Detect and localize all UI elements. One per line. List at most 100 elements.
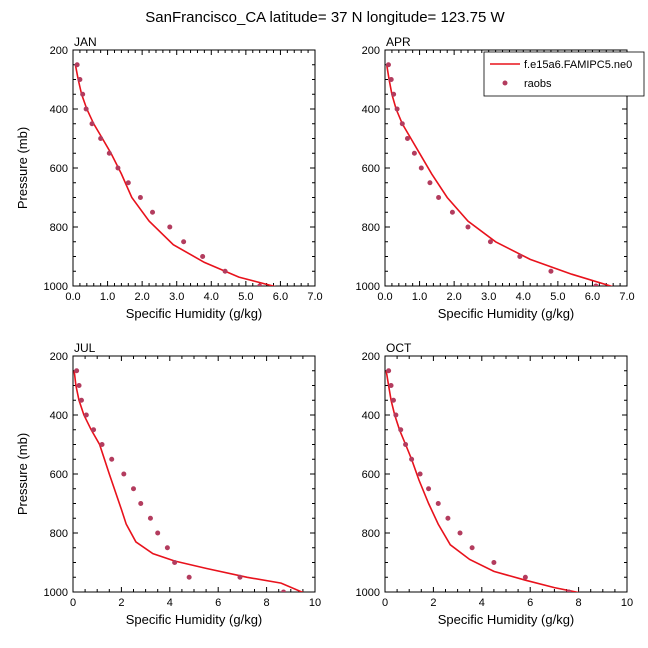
- obs-point: [257, 283, 263, 286]
- panels-group: 0.0 1.0 2.0 3.0 4.0 5.0 6.0 7.02004006008001000…: [15, 35, 645, 627]
- model-line-jul: [73, 370, 304, 592]
- x-tick-label: 0: [382, 597, 388, 609]
- x-tick-label: 8: [576, 597, 582, 609]
- x-tick-label: 7.0: [307, 291, 322, 303]
- x-tick-label: 6: [527, 597, 533, 609]
- x-tick-label: 0.0: [65, 291, 80, 303]
- x-tick-label: 4.0: [204, 291, 219, 303]
- obs-point: [83, 412, 89, 418]
- obs-point: [80, 91, 86, 97]
- obs-point: [411, 150, 417, 156]
- x-tick-label: 4.0: [516, 291, 531, 303]
- obs-point: [98, 136, 104, 141]
- obs-point: [200, 254, 206, 259]
- obs-point: [445, 515, 451, 521]
- x-tick-label: 6: [215, 597, 221, 609]
- obs-point: [487, 239, 493, 245]
- panel-title-jan: JAN: [74, 35, 97, 49]
- obs-point: [522, 574, 528, 580]
- x-tick-label: 4: [479, 597, 485, 609]
- obs-point: [409, 456, 415, 462]
- x-tick-label: 2.0: [134, 291, 149, 303]
- obs-point: [155, 530, 161, 536]
- obs-point: [150, 209, 156, 215]
- x-tick-label: 4: [167, 597, 173, 609]
- obs-point: [109, 456, 115, 462]
- obs-point: [147, 515, 153, 521]
- y-tick-label: 400: [362, 410, 380, 422]
- obs-point: [167, 224, 173, 230]
- obs-point: [593, 283, 599, 286]
- obs-point: [77, 77, 83, 82]
- obs-point: [398, 427, 404, 433]
- x-tick-label: 8: [264, 597, 270, 609]
- y-tick-label: 1000: [44, 587, 68, 599]
- plot-frame: [72, 49, 316, 287]
- figure-title: SanFrancisco_CA latitude= 37 N longitude…: [145, 9, 505, 26]
- obs-point: [181, 239, 187, 245]
- y-tick-label: 600: [362, 469, 380, 481]
- x-tick-label: 2: [430, 597, 436, 609]
- obs-point: [74, 62, 80, 68]
- obs-point: [566, 589, 572, 592]
- obs-point: [121, 471, 127, 477]
- obs-point: [388, 77, 394, 82]
- obs-point: [491, 560, 497, 565]
- y-tick-label: 1000: [356, 587, 380, 599]
- y-axis-label: Pressure (mb): [15, 127, 30, 209]
- obs-point: [548, 268, 554, 274]
- y-tick-label: 800: [362, 528, 380, 540]
- obs-point: [391, 91, 397, 97]
- x-tick-label: 7.0: [619, 291, 634, 303]
- y-tick-label: 600: [50, 469, 68, 481]
- legend: f.e15a6.FAMIPC5.ne0 raobs: [483, 51, 645, 97]
- y-tick-label: 1000: [356, 281, 380, 293]
- legend-obs-label: raobs: [524, 78, 552, 90]
- obs-point: [106, 150, 112, 156]
- obs-point: [137, 195, 143, 200]
- y-tick-label: 800: [50, 528, 68, 540]
- obs-point: [449, 209, 455, 215]
- y-tick-label: 800: [50, 222, 68, 234]
- obs-point: [386, 368, 392, 374]
- y-tick-label: 600: [362, 163, 380, 175]
- model-line-jan: [74, 64, 276, 286]
- x-axis-label: Specific Humidity (g/kg): [438, 612, 575, 627]
- y-axis-label: Pressure (mb): [15, 433, 30, 515]
- obs-point: [164, 545, 170, 551]
- obs-point: [99, 442, 105, 447]
- obs-point: [222, 268, 228, 274]
- obs-point: [517, 254, 523, 259]
- x-tick-label: 0.0: [377, 291, 392, 303]
- obs-point: [393, 412, 399, 418]
- obs-point: [457, 530, 463, 536]
- panel-apr: 0.0 1.0 2.0 3.0 4.0 5.0 6.0 7.0 200 400 600 800 1000…: [356, 35, 635, 321]
- y-tick-label: 400: [362, 104, 380, 116]
- obs-point: [390, 397, 396, 403]
- obs-point: [78, 397, 84, 403]
- x-tick-label: 10: [309, 597, 321, 609]
- obs-point: [435, 501, 441, 506]
- x-tick-label: 3.0: [169, 291, 184, 303]
- x-tick-label: 1.0: [412, 291, 427, 303]
- obs-point: [83, 106, 89, 112]
- obs-point: [131, 486, 136, 492]
- legend-marker-swatch: [502, 80, 508, 86]
- x-tick-label: 5.0: [238, 291, 253, 303]
- model-line-apr: [385, 64, 614, 286]
- x-tick-label: 0: [70, 597, 76, 609]
- panel-jul: 0 2 4 6 8 10 200 400 600 800 1000 JUL Specific Humid…: [15, 341, 321, 627]
- y-tick-label: 200: [362, 45, 380, 57]
- x-tick-label: 2: [118, 597, 124, 609]
- y-tick-label: 200: [362, 351, 380, 363]
- x-tick-label: 6.0: [273, 291, 288, 303]
- obs-point: [426, 486, 432, 492]
- model-line-oct: [385, 370, 581, 592]
- obs-point: [138, 501, 144, 506]
- y-tick-label: 200: [50, 351, 68, 363]
- y-tick-label: 800: [362, 222, 380, 234]
- y-tick-label: 400: [50, 104, 68, 116]
- panel-title-apr: APR: [386, 35, 411, 49]
- panel-title-oct: OCT: [386, 341, 412, 355]
- y-tick-label: 600: [50, 163, 68, 175]
